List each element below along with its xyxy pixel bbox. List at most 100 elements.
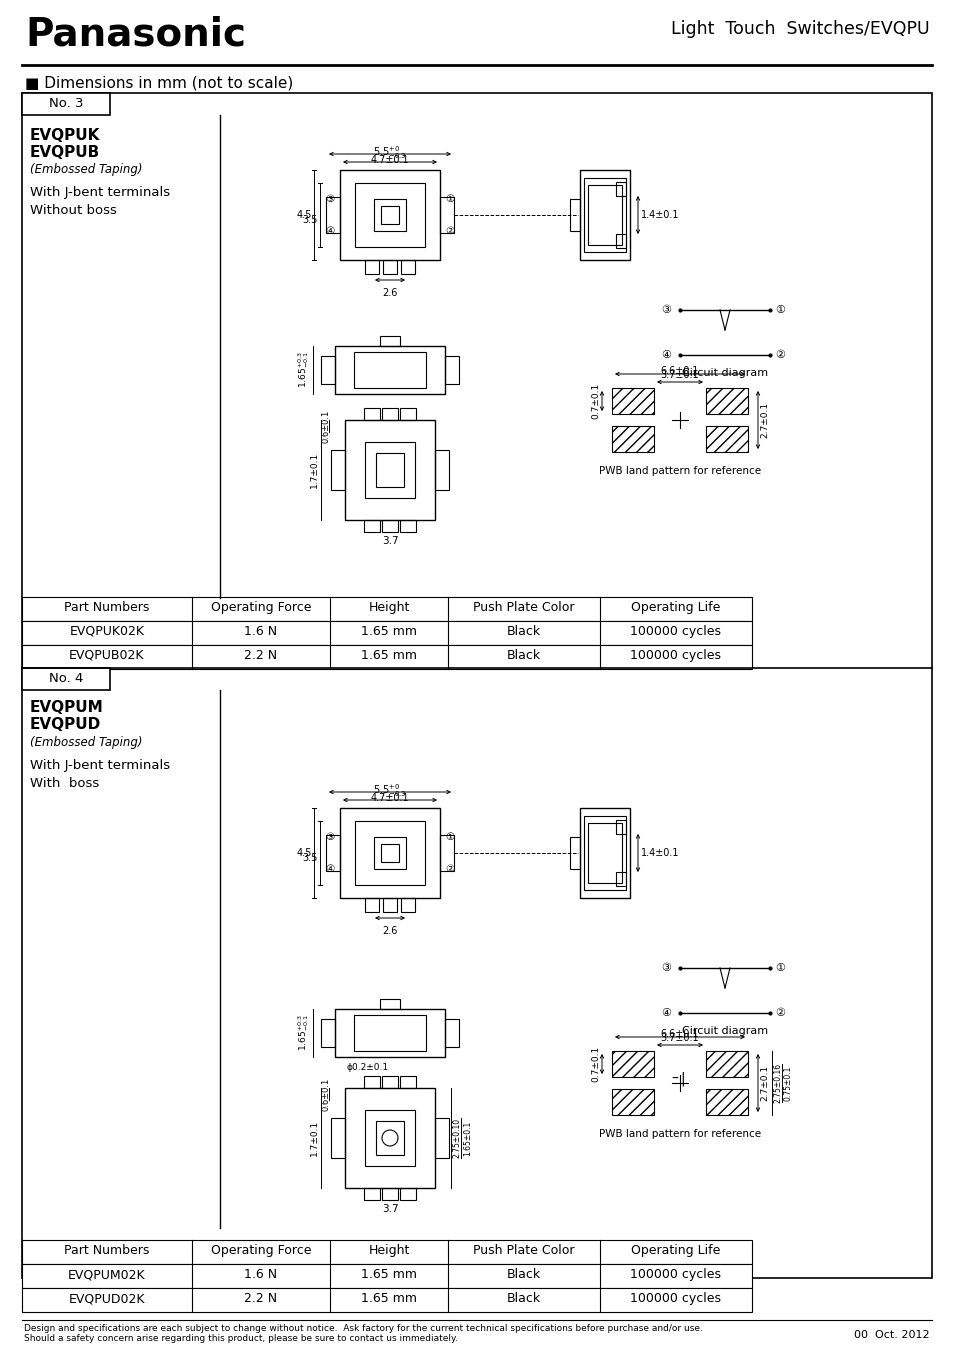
Bar (579, 170, 629, 259)
Text: 2.75±0.10: 2.75±0.10 (453, 1117, 461, 1158)
Bar (365, 259, 378, 274)
Text: Height: Height (368, 601, 409, 613)
Bar (705, 388, 747, 413)
Text: EVQPUM
EVQPUD: EVQPUM EVQPUD (30, 700, 104, 732)
Text: 1.65 mm: 1.65 mm (360, 626, 416, 638)
Text: PWB land pattern for reference: PWB land pattern for reference (598, 466, 760, 476)
Text: |: | (680, 1071, 684, 1086)
Bar (400, 259, 415, 274)
Text: 0.75±0.1: 0.75±0.1 (783, 1066, 792, 1101)
Bar (583, 178, 625, 253)
Bar (22, 93, 110, 115)
Text: ②: ② (445, 226, 455, 236)
Text: EVQPUB02K: EVQPUB02K (70, 648, 145, 662)
Bar (587, 185, 621, 245)
Text: 4.5: 4.5 (296, 848, 312, 858)
Bar (616, 871, 625, 886)
Bar (365, 1111, 415, 1166)
Bar (399, 408, 416, 420)
Text: 100000 cycles: 100000 cycles (630, 1292, 720, 1305)
Bar (335, 1009, 444, 1056)
Text: ②: ② (774, 350, 784, 359)
Text: 2.7±0.1: 2.7±0.1 (760, 1065, 768, 1101)
Bar (22, 667, 110, 690)
Text: 1.7±0.1: 1.7±0.1 (310, 451, 318, 488)
Text: Black: Black (506, 648, 540, 662)
Text: 100000 cycles: 100000 cycles (630, 648, 720, 662)
Text: 6.6±0.1: 6.6±0.1 (660, 1029, 699, 1039)
Text: Operating Life: Operating Life (631, 1244, 720, 1256)
Bar (380, 844, 398, 862)
Bar (335, 346, 444, 394)
Text: 3.7: 3.7 (381, 536, 398, 546)
Text: Height: Height (368, 1244, 409, 1256)
Bar (365, 898, 378, 912)
Text: Operating Force: Operating Force (211, 601, 311, 613)
Bar (22, 93, 931, 1278)
Text: Panasonic: Panasonic (25, 15, 246, 53)
Text: 100000 cycles: 100000 cycles (630, 1269, 720, 1281)
Bar (399, 1075, 416, 1088)
Text: ①: ① (445, 832, 455, 842)
Circle shape (381, 1129, 397, 1146)
Text: 2.2 N: 2.2 N (244, 648, 277, 662)
Text: PWB land pattern for reference: PWB land pattern for reference (598, 1129, 760, 1139)
Text: EVQPUD02K: EVQPUD02K (69, 1292, 145, 1305)
Bar (705, 426, 747, 453)
Bar (569, 199, 579, 231)
Text: 1.65 mm: 1.65 mm (360, 648, 416, 662)
Bar (381, 1188, 397, 1200)
Text: 1.7±0.1: 1.7±0.1 (310, 1120, 318, 1156)
Bar (331, 1119, 345, 1158)
Bar (439, 197, 454, 232)
Bar (616, 234, 625, 249)
Text: 2.75±0.16: 2.75±0.16 (773, 1063, 782, 1102)
Text: Without boss: Without boss (30, 204, 117, 218)
Bar (22, 597, 751, 621)
Text: 6.6±0.1: 6.6±0.1 (660, 366, 699, 376)
Text: 0.6±0.1: 0.6±0.1 (322, 409, 331, 443)
Text: 1.6 N: 1.6 N (244, 626, 277, 638)
Text: ①: ① (774, 963, 784, 973)
Bar (381, 1075, 397, 1088)
Bar (612, 426, 654, 453)
Bar (364, 1188, 379, 1200)
Text: 1.4±0.1: 1.4±0.1 (640, 848, 679, 858)
Text: ④: ④ (660, 350, 670, 359)
Text: ①: ① (445, 195, 455, 204)
Text: 00  Oct. 2012: 00 Oct. 2012 (854, 1329, 929, 1340)
Text: ④: ④ (325, 226, 335, 236)
Text: Push Plate Color: Push Plate Color (473, 601, 574, 613)
Bar (374, 838, 406, 869)
Text: 1.65±0.1: 1.65±0.1 (462, 1120, 472, 1155)
Text: 4.7±0.1: 4.7±0.1 (371, 793, 409, 802)
Bar (354, 1015, 426, 1051)
Text: 2.6: 2.6 (382, 288, 397, 299)
Bar (379, 336, 399, 346)
Bar (22, 644, 751, 669)
Bar (355, 182, 424, 247)
Text: Operating Life: Operating Life (631, 601, 720, 613)
Bar (399, 1188, 416, 1200)
Bar (381, 520, 397, 532)
Bar (399, 520, 416, 532)
Bar (435, 450, 449, 490)
Bar (374, 199, 406, 231)
Text: 1.4±0.1: 1.4±0.1 (640, 209, 679, 220)
Text: Operating Force: Operating Force (211, 1244, 311, 1256)
Text: ④: ④ (660, 1008, 670, 1019)
Bar (320, 357, 335, 384)
Text: Black: Black (506, 1292, 540, 1305)
Text: No. 4: No. 4 (49, 671, 83, 685)
Text: ■ Dimensions in mm (not to scale): ■ Dimensions in mm (not to scale) (25, 76, 293, 91)
Bar (364, 520, 379, 532)
Text: 3.7±0.1: 3.7±0.1 (660, 1034, 699, 1043)
Bar (339, 808, 439, 898)
Text: 0.7±0.1: 0.7±0.1 (590, 382, 599, 419)
Bar (444, 1019, 458, 1047)
Text: 1.65$^{+0.3}_{-0.1}$: 1.65$^{+0.3}_{-0.1}$ (295, 351, 311, 389)
Text: 4.5: 4.5 (296, 209, 312, 220)
Bar (587, 823, 621, 884)
Text: ②: ② (445, 865, 455, 874)
Text: Part Numbers: Part Numbers (64, 1244, 150, 1256)
